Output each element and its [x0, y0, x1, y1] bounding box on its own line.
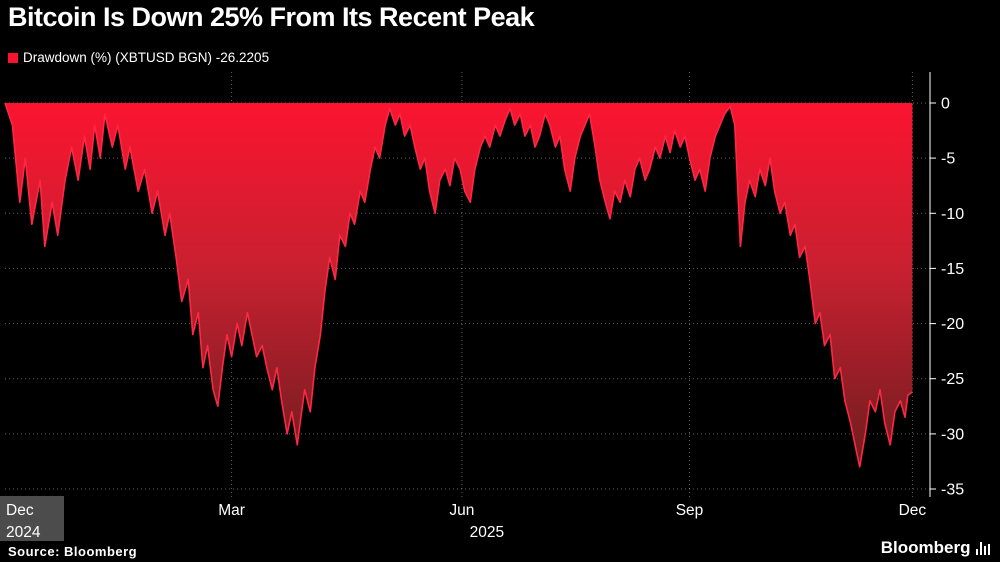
source-credit: Source: Bloomberg — [8, 544, 138, 559]
x-tick-label: Sep — [676, 502, 704, 519]
y-tick-label: -15 — [941, 261, 964, 278]
legend: Drawdown (%) (XBTUSD BGN) -26.2205 — [8, 50, 269, 65]
x-tick-sublabel: 2025 — [470, 524, 504, 541]
legend-label: Drawdown (%) (XBTUSD BGN) -26.2205 — [23, 50, 270, 65]
axes: 0 -5 -10 -15 -20 -25 -30 -35 Dec 2024 Mar Jun 2025 Se… — [6, 72, 964, 541]
x-tick-label: Dec — [899, 502, 927, 519]
x-tick-label: Jun — [449, 502, 474, 519]
x-axis-date-highlight — [0, 496, 64, 541]
drawdown-series — [4, 102, 913, 468]
y-tick-label: -10 — [941, 206, 964, 223]
y-tick-label: -20 — [941, 316, 964, 333]
y-tick-label: -5 — [941, 151, 955, 168]
drawdown-area-fill — [5, 103, 913, 467]
y-tick-label: -35 — [941, 482, 964, 499]
bloomberg-bars-icon — [975, 541, 990, 555]
legend-swatch-icon — [8, 52, 18, 63]
bloomberg-logo: Bloomberg — [881, 538, 990, 558]
x-tick-sublabel: 2024 — [6, 524, 41, 541]
x-tick-label: Dec — [6, 502, 34, 519]
y-tick-label: -30 — [941, 426, 964, 443]
y-tick-label: -25 — [941, 371, 964, 388]
drawdown-line — [4, 102, 913, 468]
y-tick-label: 0 — [941, 96, 950, 113]
chart-title: Bitcoin Is Down 25% From Its Recent Peak — [8, 2, 535, 32]
x-tick-label: Mar — [218, 502, 245, 519]
bloomberg-wordmark: Bloomberg — [880, 538, 971, 557]
